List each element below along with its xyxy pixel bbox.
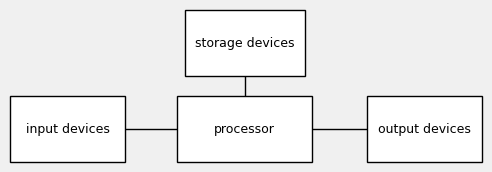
FancyBboxPatch shape <box>367 96 482 162</box>
Text: processor: processor <box>215 122 275 136</box>
FancyBboxPatch shape <box>10 96 125 162</box>
FancyBboxPatch shape <box>177 96 312 162</box>
FancyBboxPatch shape <box>184 10 305 76</box>
Text: output devices: output devices <box>378 122 471 136</box>
Text: input devices: input devices <box>26 122 110 136</box>
Text: storage devices: storage devices <box>195 36 295 50</box>
